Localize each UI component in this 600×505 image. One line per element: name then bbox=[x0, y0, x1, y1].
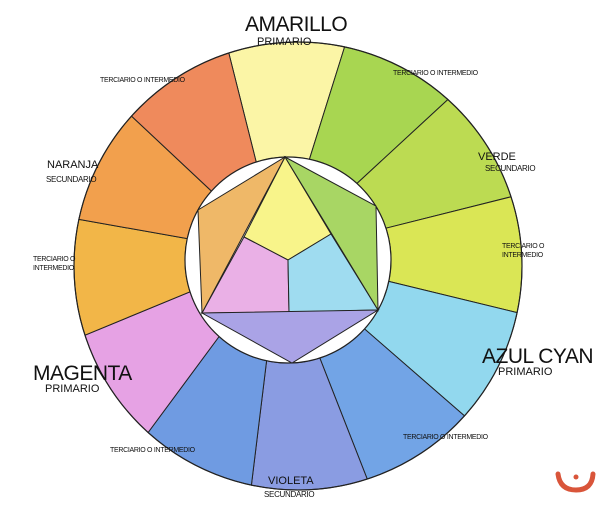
label-naranja: NARANJA bbox=[47, 159, 99, 171]
label-naranja-sub: SECUNDARIO bbox=[46, 175, 97, 184]
label-tert-top-left: TERCIARIO O INTERMEDIO bbox=[100, 77, 185, 84]
label-azul-cyan: AZUL CYAN bbox=[482, 345, 594, 368]
outer-ring bbox=[73, 41, 523, 491]
label-tert-left-1: TERCIARIO O bbox=[33, 256, 76, 263]
label-azul-cyan-sub: PRIMARIO bbox=[498, 366, 553, 378]
label-amarillo: AMARILLO bbox=[245, 13, 348, 36]
center-violet bbox=[200, 309, 380, 364]
label-verde-sub: SECUNDARIO bbox=[485, 164, 536, 173]
label-violeta: VIOLETA bbox=[268, 475, 314, 487]
label-tert-bottom-left: TERCIARIO O INTERMEDIO bbox=[110, 447, 195, 454]
label-violeta-sub: SECUNDARIO bbox=[264, 490, 315, 499]
outer-circle bbox=[73, 41, 523, 491]
center-orange bbox=[197, 155, 287, 315]
label-tert-right-2: INTERMEDIO bbox=[502, 252, 543, 259]
center-green bbox=[283, 155, 379, 312]
label-tert-top-right: TERCIARIO O INTERMEDIO bbox=[393, 70, 478, 77]
label-amarillo-sub: PRIMARIO bbox=[257, 36, 312, 48]
label-magenta: MAGENTA bbox=[33, 362, 132, 385]
label-tert-left-2: INTERMEDIO bbox=[33, 265, 74, 272]
label-tert-bottom-right: TERCIARIO O INTERMEDIO bbox=[403, 434, 488, 441]
label-verde: VERDE bbox=[478, 151, 516, 163]
label-tert-right-1: TERCIARIO O bbox=[502, 243, 545, 250]
center-hexagon bbox=[197, 155, 380, 364]
label-magenta-sub: PRIMARIO bbox=[45, 383, 100, 395]
